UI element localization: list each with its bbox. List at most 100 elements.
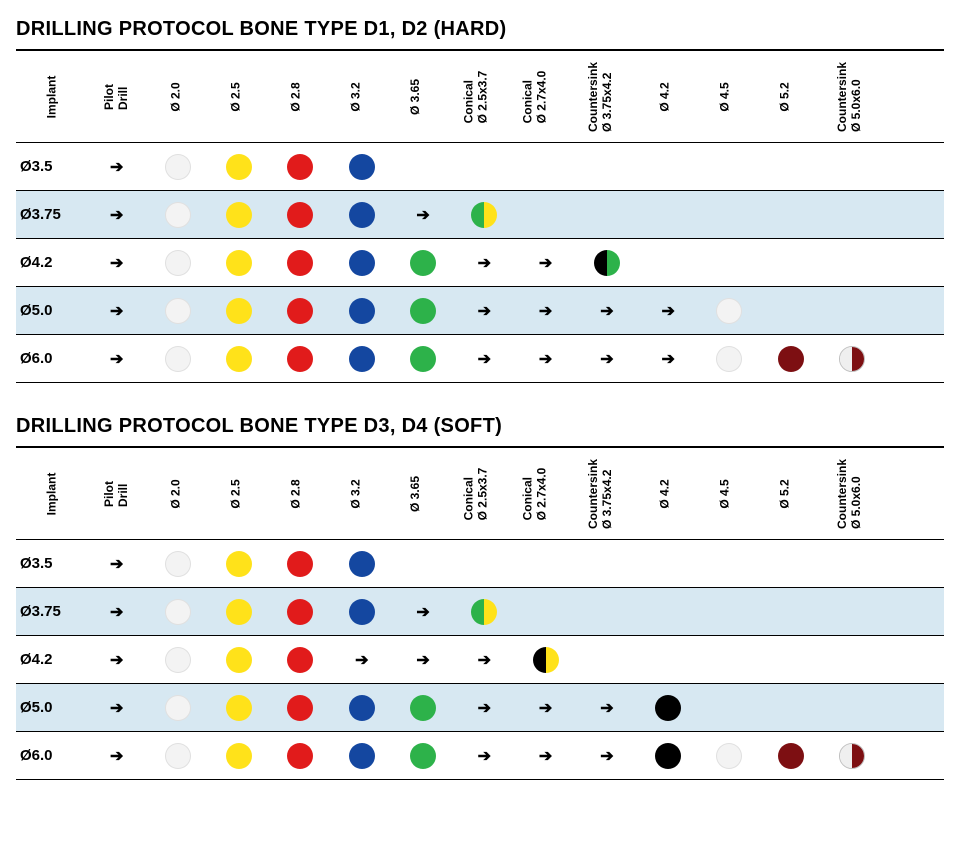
protocol-chart: ImplantPilot DrillØ 2.0Ø 2.5Ø 2.8Ø 3.2Ø … [16, 49, 944, 383]
table-row: Ø5.0➔➔➔➔ [16, 684, 944, 732]
drill-dot [226, 647, 252, 673]
section-title: DRILLING PROTOCOL BONE TYPE D3, D4 (SOFT… [16, 415, 944, 438]
chart-cell [638, 636, 699, 683]
drill-dot-split [839, 743, 865, 769]
arrow-icon: ➔ [110, 650, 123, 670]
chart-cell [392, 684, 453, 731]
drill-dot [165, 202, 191, 228]
chart-cell [331, 239, 392, 286]
header-cell: Ø 4.5 [717, 479, 731, 508]
chart-cell [821, 588, 882, 635]
chart-cell [821, 636, 882, 683]
arrow-icon: ➔ [600, 746, 613, 766]
chart-cell [638, 540, 699, 587]
chart-cell [760, 143, 821, 190]
header-cell: Countersink Ø 3.75x4.2 [586, 61, 614, 131]
chart-cell [331, 191, 392, 238]
drill-dot [226, 298, 252, 324]
drill-dot [349, 154, 375, 180]
chart-cell [454, 191, 515, 238]
chart-cell: ➔ [638, 335, 699, 382]
chart-cell [209, 732, 270, 779]
drill-dot [226, 551, 252, 577]
header-cell: Implant [44, 75, 58, 118]
arrow-icon: ➔ [110, 746, 123, 766]
drill-dot [287, 551, 313, 577]
chart-cell [760, 287, 821, 334]
chart-cell-empty [883, 335, 944, 382]
chart-cell-empty [883, 239, 944, 286]
arrow-icon: ➔ [110, 253, 123, 273]
header-cell: Countersink Ø 5.0x6.0 [835, 458, 863, 528]
chart-cell [699, 540, 760, 587]
header-cell: Ø 5.2 [777, 82, 791, 111]
drill-dot [226, 599, 252, 625]
chart-cell: ➔ [86, 732, 147, 779]
arrow-icon: ➔ [539, 698, 552, 718]
drill-dot [226, 154, 252, 180]
arrow-icon: ➔ [110, 554, 123, 574]
chart-cell [209, 143, 270, 190]
arrow-icon: ➔ [478, 698, 491, 718]
chart-cell [209, 636, 270, 683]
drill-dot [410, 346, 436, 372]
header-cell: Ø 2.5 [229, 479, 243, 508]
chart-cell [331, 287, 392, 334]
header-cell: Conical Ø 2.5x3.7 [461, 70, 489, 123]
chart-cell [392, 143, 453, 190]
header-row: ImplantPilot DrillØ 2.0Ø 2.5Ø 2.8Ø 3.2Ø … [16, 448, 944, 540]
arrow-icon: ➔ [110, 157, 123, 177]
chart-cell: ➔ [638, 287, 699, 334]
drill-dot [165, 346, 191, 372]
arrow-icon: ➔ [662, 349, 675, 369]
drill-dot [655, 695, 681, 721]
chart-cell [699, 335, 760, 382]
chart-cell: ➔ [86, 588, 147, 635]
table-row: Ø6.0➔➔➔➔ [16, 732, 944, 780]
header-cell: Pilot Drill [102, 84, 130, 110]
chart-cell [270, 191, 331, 238]
arrow-icon: ➔ [600, 301, 613, 321]
drill-dot [410, 743, 436, 769]
drill-dot [349, 346, 375, 372]
chart-cell-empty [883, 732, 944, 779]
arrow-icon: ➔ [478, 349, 491, 369]
drill-dot [165, 743, 191, 769]
drill-dot [410, 250, 436, 276]
chart-cell [209, 588, 270, 635]
chart-cell [515, 143, 576, 190]
chart-cell [821, 684, 882, 731]
chart-cell-empty [883, 588, 944, 635]
arrow-icon: ➔ [539, 301, 552, 321]
chart-cell [576, 636, 637, 683]
chart-cell [270, 143, 331, 190]
chart-cell: ➔ [86, 335, 147, 382]
header-cell: Ø 5.2 [777, 479, 791, 508]
table-row: Ø3.5➔ [16, 143, 944, 191]
drill-dot [287, 743, 313, 769]
arrow-icon: ➔ [600, 349, 613, 369]
chart-cell [760, 732, 821, 779]
chart-cell [331, 732, 392, 779]
chart-cell: ➔ [576, 732, 637, 779]
chart-cell-empty [883, 636, 944, 683]
chart-cell [760, 540, 821, 587]
chart-cell [147, 588, 208, 635]
drill-dot-split [839, 346, 865, 372]
drill-dot [287, 202, 313, 228]
drill-dot [655, 743, 681, 769]
arrow-icon: ➔ [355, 650, 368, 670]
chart-cell [638, 732, 699, 779]
arrow-icon: ➔ [478, 253, 491, 273]
chart-cell [821, 287, 882, 334]
chart-cell [270, 335, 331, 382]
row-label: Ø5.0 [16, 699, 86, 716]
chart-cell-empty [883, 287, 944, 334]
drill-dot [716, 298, 742, 324]
chart-cell [760, 335, 821, 382]
arrow-icon: ➔ [110, 602, 123, 622]
chart-cell [638, 588, 699, 635]
chart-cell [270, 287, 331, 334]
chart-cell [454, 540, 515, 587]
drill-dot [226, 250, 252, 276]
